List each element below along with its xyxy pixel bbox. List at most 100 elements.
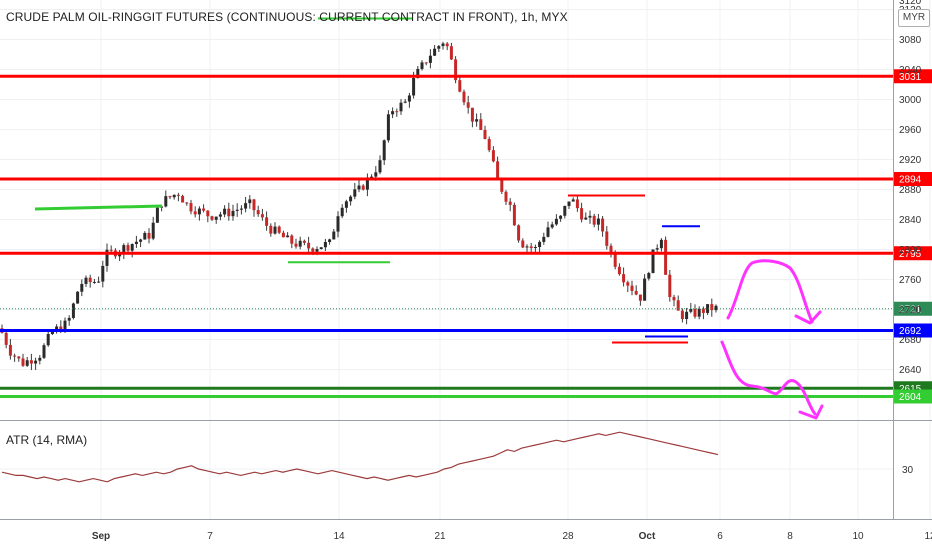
candle-body [176, 194, 180, 196]
price-label-text: 2721 [899, 304, 922, 315]
candle-body [626, 282, 630, 286]
price-tick-label: 2680 [899, 335, 922, 346]
time-tick-label: 6 [717, 531, 723, 542]
time-tick-label: Oct [639, 531, 656, 542]
candle-body [349, 196, 353, 202]
candle-body [500, 178, 504, 192]
price-tick-label: 2640 [899, 365, 922, 376]
candle-body [46, 334, 50, 346]
candle-body [655, 248, 659, 250]
candle-body [256, 210, 260, 215]
candle-body [281, 232, 285, 238]
price-label-pill [894, 323, 932, 338]
candle-body [575, 199, 579, 209]
price-label-text: 2894 [899, 175, 922, 186]
candle-body [164, 196, 168, 207]
candle-body [290, 235, 294, 244]
candle-body [319, 247, 323, 250]
candle-body [210, 216, 214, 220]
time-tick-label: 21 [434, 531, 446, 542]
candle-body [395, 111, 399, 113]
candle-body [424, 62, 428, 64]
candle-body [29, 360, 33, 364]
candle-body [412, 78, 416, 96]
candle-body [294, 243, 298, 247]
candle-body [370, 176, 374, 178]
candle-body [374, 172, 378, 177]
price-label-pill [894, 301, 932, 316]
candle-body [239, 208, 243, 210]
candle-body [567, 201, 571, 207]
price-label-pill [894, 172, 932, 186]
time-tick-label: 7 [207, 531, 213, 542]
price-label-pill [894, 246, 932, 261]
price-label-text: 2615 [899, 384, 922, 395]
candle-body [71, 303, 75, 318]
candle-body [122, 245, 126, 253]
candle-body [139, 239, 143, 242]
candle-body [508, 201, 512, 205]
candle-body [361, 185, 365, 190]
candle-body [269, 225, 273, 234]
price-tick-label: 2840 [899, 215, 922, 226]
candle-body [693, 308, 697, 317]
candle-body [143, 232, 147, 240]
candle-body [588, 215, 592, 218]
candle-body [67, 317, 71, 321]
candle-body [521, 240, 525, 248]
candle-body [697, 308, 701, 317]
candle-body [55, 326, 59, 332]
currency-badge[interactable]: MYR [898, 9, 930, 27]
candle-body [517, 225, 521, 241]
candle-body [76, 291, 80, 304]
candle-body [668, 274, 672, 297]
candle-body [491, 150, 495, 162]
price-label-pill [894, 389, 932, 404]
candle-body [147, 232, 151, 239]
time-tick-label: 12 [924, 531, 932, 542]
candle-body [596, 218, 600, 225]
candle-body [483, 129, 487, 139]
candle-body [613, 253, 617, 267]
candle-body [231, 210, 235, 217]
candle-body [227, 208, 231, 217]
candle-body [92, 281, 96, 283]
price-tick-label: 2760 [899, 275, 922, 286]
candle-body [357, 185, 361, 190]
candle-body [344, 201, 348, 208]
candle-body [634, 290, 638, 295]
candle-body [701, 308, 705, 313]
candle-body [4, 332, 8, 345]
candle-body [454, 59, 458, 81]
candle-body [151, 222, 155, 239]
candle-body [512, 204, 516, 226]
trendline-drawings [34, 17, 824, 420]
price-tick-label: 2880 [899, 185, 922, 196]
candle-body [286, 235, 290, 238]
time-tick-label: 10 [852, 531, 864, 542]
price-label-text: 2692 [899, 326, 922, 337]
candle-body [659, 239, 663, 249]
candle-body [685, 311, 689, 320]
candle-body [475, 119, 479, 122]
candle-body [550, 224, 554, 228]
candle-body [416, 68, 420, 79]
candle-body [88, 277, 92, 283]
price-tick-label: 2920 [899, 155, 922, 166]
candle-body [185, 202, 189, 204]
candle-body [714, 305, 718, 311]
candle-body [445, 43, 449, 47]
candle-body [155, 207, 159, 223]
candle-body [311, 248, 315, 252]
price-tick-label: 3040 [899, 65, 922, 76]
candle-body [638, 294, 642, 301]
bearish-projection-path [726, 259, 814, 324]
candle-body [441, 43, 445, 47]
atr-line [1, 431, 719, 483]
candle-body [546, 227, 550, 237]
atr-tick-label: 30 [902, 465, 914, 476]
candle-body [487, 138, 491, 151]
price-tick-label: 3000 [899, 95, 922, 106]
candle-body [643, 278, 647, 301]
